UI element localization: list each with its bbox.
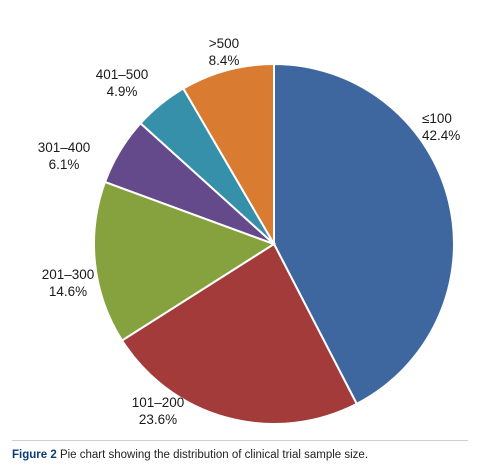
slice-value-label: 23.6% [139,412,177,427]
slice-value-label: 8.4% [209,53,240,68]
slice-category-label: 401–500 [96,67,149,82]
caption-lead: Figure 2 [12,449,57,461]
slice-value-label: 4.9% [107,84,138,99]
pie-slice [181,62,275,248]
slice-category-label: 301–400 [38,140,91,155]
pie-slice [120,242,359,425]
pie-labels: ≤100 42.4% 101–200 23.6% 201–300 14.6% 301–400… [38,36,461,427]
caption-text: Pie chart showing the distribution of cl… [59,449,369,461]
slice-category-label: ≤100 [422,111,452,126]
slice-category-label: >500 [209,36,239,51]
pie-slices [93,62,455,425]
slice-value-label: 6.1% [49,157,80,172]
pie-slice [273,62,455,406]
slice-category-label: 101–200 [132,395,185,410]
pie-slice [93,180,277,342]
figure-caption: Figure 2 Pie chart showing the distribut… [12,449,368,461]
caption-divider [12,440,468,441]
pie-chart: ≤100 42.4% 101–200 23.6% 201–300 14.6% 301–400… [38,36,461,427]
slice-value-label: 14.6% [49,284,87,299]
slice-category-label: 201–300 [42,267,95,282]
slice-value-label: 42.4% [422,128,460,143]
